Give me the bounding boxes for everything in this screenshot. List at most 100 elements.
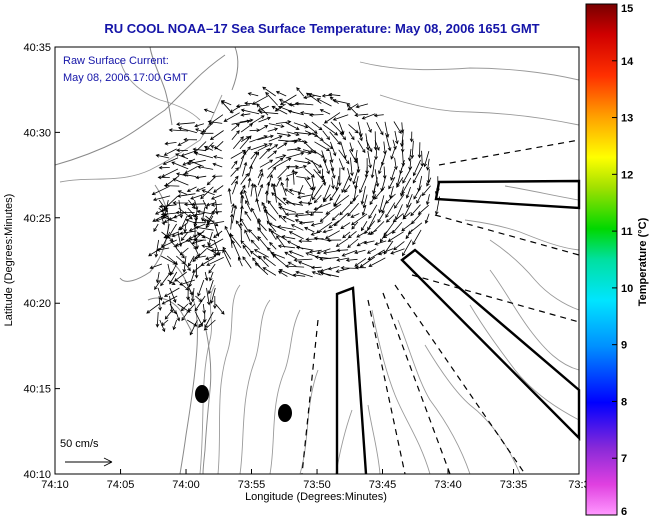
current-vector [239,150,247,169]
y-tick-label: 40:30 [23,127,51,139]
current-vector [367,150,372,169]
current-vector [267,157,284,170]
current-vector [179,279,196,286]
current-vector [410,204,421,217]
current-vector [360,186,366,205]
colorbar-tick-label: 7 [621,453,627,465]
scale-label: 50 cm/s [60,438,99,450]
current-vector [352,166,360,185]
current-vector [169,303,177,315]
current-vector [368,257,386,267]
current-vector [257,143,273,152]
dashed-radials [301,139,580,475]
current-vector [202,218,215,223]
current-vector [333,194,341,207]
current-vector [211,174,223,179]
current-vector [239,118,254,123]
current-vector [323,112,341,124]
current-vector [361,113,376,120]
current-vector [229,213,234,230]
colorbar-gradient [585,3,618,516]
current-vector [175,153,189,160]
current-vector [284,212,304,217]
current-vector [293,258,313,262]
current-vector [311,184,323,201]
current-vector [151,185,170,196]
colorbar-tick-label: 15 [621,3,633,15]
current-vector [157,287,163,301]
colorbar-tick-label: 9 [621,340,627,352]
current-vector [284,188,295,196]
current-vector [296,87,305,97]
current-vector [210,145,222,152]
current-vector [251,207,259,221]
annotation-line-2: May 08, 2006 17:00 GMT [63,72,188,84]
current-vector [257,227,268,241]
current-vector [259,159,274,168]
current-vector [278,214,287,223]
current-vector [155,153,170,159]
current-vector [194,151,214,159]
current-vector [163,183,180,188]
current-vector [326,238,342,243]
current-vector [288,250,304,257]
current-vector [366,122,372,133]
current-vector [390,148,396,160]
current-vector [160,271,172,287]
current-vector [363,240,375,245]
current-vector [175,247,185,259]
scale-arrow [65,457,113,467]
current-vector [389,185,394,199]
current-vector [322,175,327,187]
current-vector [172,201,189,205]
current-vector [303,95,315,100]
current-vector [304,226,315,233]
current-vector [257,172,264,186]
current-vector [322,123,339,136]
current-vector [342,231,351,239]
current-vector [267,150,278,159]
current-vector [335,268,350,273]
current-vector [313,202,331,211]
current-vector [178,126,198,134]
current-vector [328,92,341,97]
current-vector [262,256,276,267]
current-vector [311,132,324,141]
current-vector [351,221,359,230]
current-vector [367,249,385,261]
current-vector [149,263,163,270]
current-vector [295,245,314,251]
current-vector [295,270,313,278]
current-vector [322,229,333,234]
current-vector [172,319,177,331]
current-vector [362,194,368,209]
current-vector [407,148,412,162]
current-vector [157,175,170,180]
current-vector [295,164,308,170]
current-vector [207,231,213,247]
current-vector [171,161,189,170]
current-vector [284,264,305,269]
y-tick-label: 40:35 [23,42,51,54]
colorbar-tick-label: 10 [621,283,633,295]
current-vector [198,319,206,328]
current-vector [268,135,283,142]
current-vector [243,189,250,206]
x-tick-label: 74:10 [41,479,69,491]
current-vector [379,231,387,243]
current-vector [392,213,404,223]
current-vector [275,90,287,97]
current-vector [242,256,252,269]
current-vector [201,244,213,249]
current-vector [280,181,287,197]
x-tick-label: 73:55 [238,479,266,491]
current-vector [196,209,215,215]
y-tick-label: 40:15 [23,384,51,396]
current-vector [207,120,223,124]
current-vector [300,111,315,116]
current-vector [275,154,287,159]
current-vector [173,271,187,282]
current-vector [313,194,322,204]
current-vector [187,255,195,267]
current-vector [305,92,322,104]
